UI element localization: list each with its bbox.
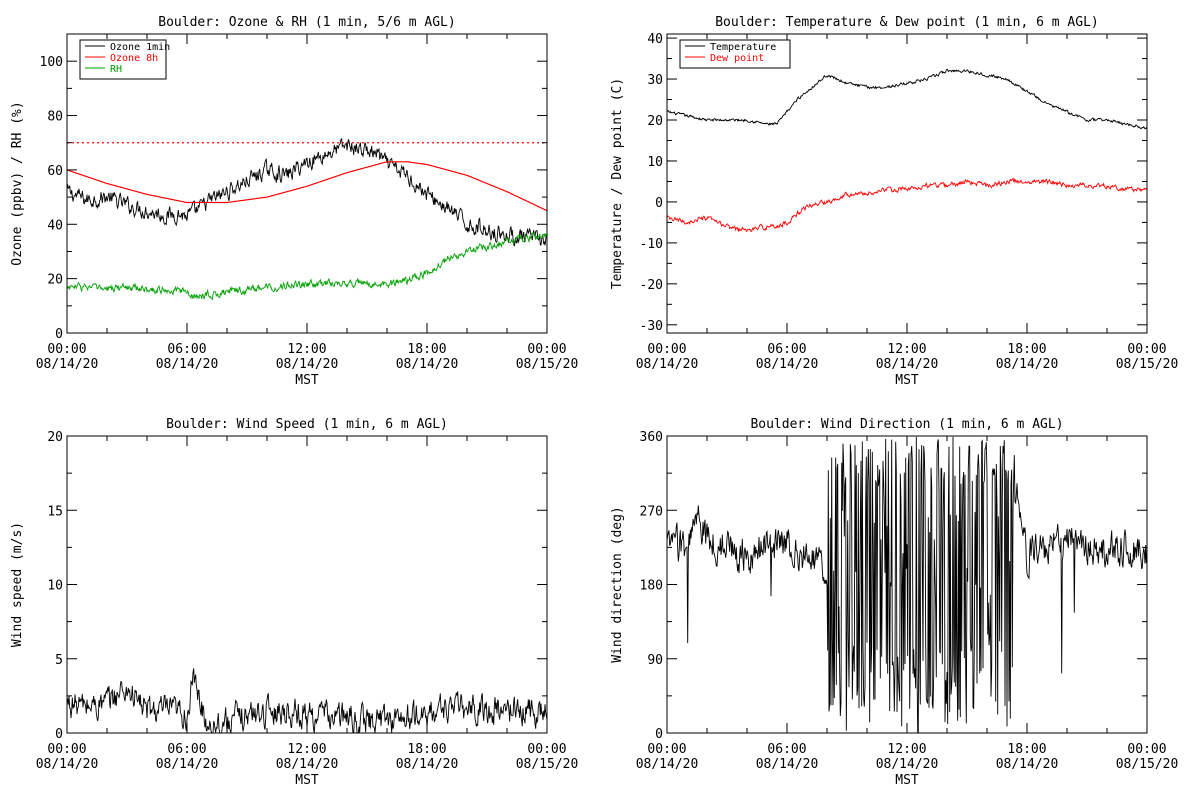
wind-direction-x-tick-time: 00:00 — [1127, 742, 1166, 757]
temperature-dewpoint-x-tick-date: 08/14/20 — [996, 357, 1059, 372]
wind-direction-x-axis-label: MST — [895, 773, 919, 788]
wind-speed-x-tick-date: 08/15/20 — [516, 757, 579, 772]
temperature-dewpoint-x-tick-time: 12:00 — [887, 342, 926, 357]
wind-direction-x-tick-time: 12:00 — [887, 742, 926, 757]
wind-direction-x-tick-time: 00:00 — [647, 742, 686, 757]
wind-speed-x-tick-date: 08/14/20 — [396, 757, 459, 772]
temperature-dewpoint-y-tick-label: 40 — [647, 32, 663, 47]
wind-speed-title: Boulder: Wind Speed (1 min, 6 m AGL) — [166, 417, 448, 432]
wind-direction-y-axis-label: Wind direction (deg) — [610, 506, 625, 663]
wind-direction-x-tick-date: 08/14/20 — [876, 757, 939, 772]
temperature-dewpoint-legend-label: Dew point — [710, 53, 764, 64]
ozone-rh-x-tick-date: 08/14/20 — [396, 357, 459, 372]
ozone-rh-y-axis-label: Ozone (ppbv) / RH (%) — [10, 101, 25, 265]
ozone-rh-ozone-1min-line — [67, 138, 547, 247]
temperature-dewpoint-y-axis-label: Temperature / Dew point (C) — [610, 78, 625, 289]
wind-direction-x-tick-time: 18:00 — [1007, 742, 1046, 757]
temperature-dewpoint-title: Boulder: Temperature & Dew point (1 min,… — [715, 15, 1099, 30]
wind-direction-series-line — [667, 436, 1147, 733]
panel-temperature-dewpoint: Boulder: Temperature & Dew point (1 min,… — [610, 15, 1178, 388]
wind-speed-x-tick-time: 00:00 — [47, 742, 86, 757]
ozone-rh-y-tick-label: 100 — [40, 55, 63, 70]
wind-direction-x-tick-date: 08/15/20 — [1116, 757, 1179, 772]
temperature-dewpoint-y-tick-label: 20 — [647, 114, 663, 129]
panel-wind-direction: Boulder: Wind Direction (1 min, 6 m AGL)… — [610, 417, 1178, 788]
wind-speed-x-tick-time: 00:00 — [527, 742, 566, 757]
wind-speed-y-axis-label: Wind speed (m/s) — [10, 522, 25, 647]
temperature-dewpoint-x-tick-time: 18:00 — [1007, 342, 1046, 357]
wind-direction-y-tick-label: 90 — [647, 653, 663, 668]
temperature-dewpoint-y-tick-label: -10 — [640, 237, 663, 252]
temperature-dewpoint-y-tick-label: 30 — [647, 73, 663, 88]
temperature-dewpoint-y-tick-label: 10 — [647, 155, 663, 170]
wind-speed-x-tick-time: 18:00 — [407, 742, 446, 757]
ozone-rh-y-tick-label: 60 — [47, 164, 63, 179]
temperature-dewpoint-x-tick-date: 08/15/20 — [1116, 357, 1179, 372]
temperature-dewpoint-x-tick-time: 00:00 — [1127, 342, 1166, 357]
wind-speed-y-tick-label: 10 — [47, 579, 63, 594]
wind-direction-x-tick-date: 08/14/20 — [636, 757, 699, 772]
wind-speed-x-axis-label: MST — [295, 773, 319, 788]
wind-speed-x-tick-date: 08/14/20 — [276, 757, 339, 772]
ozone-rh-x-tick-time: 00:00 — [47, 342, 86, 357]
ozone-rh-x-axis-label: MST — [295, 373, 319, 388]
ozone-rh-x-tick-time: 06:00 — [167, 342, 206, 357]
ozone-rh-x-tick-date: 08/14/20 — [156, 357, 219, 372]
temperature-dewpoint-legend-box — [679, 39, 791, 69]
temperature-dewpoint-x-tick-time: 06:00 — [767, 342, 806, 357]
ozone-rh-rh-line — [67, 232, 547, 301]
wind-speed-x-tick-date: 08/14/20 — [156, 757, 219, 772]
temperature-dewpoint-x-tick-date: 08/14/20 — [636, 357, 699, 372]
ozone-rh-x-tick-time: 12:00 — [287, 342, 326, 357]
temperature-dewpoint-x-axis-label: MST — [895, 373, 919, 388]
ozone-rh-legend-label: RH — [110, 64, 122, 75]
ozone-rh-x-tick-date: 08/14/20 — [36, 357, 99, 372]
ozone-rh-y-tick-label: 40 — [47, 218, 63, 233]
wind-direction-x-tick-time: 06:00 — [767, 742, 806, 757]
ozone-rh-y-tick-label: 20 — [47, 273, 63, 288]
temperature-dewpoint-x-tick-time: 00:00 — [647, 342, 686, 357]
wind-speed-x-tick-date: 08/14/20 — [36, 757, 99, 772]
temperature-dewpoint-y-tick-label: -30 — [640, 319, 663, 334]
wind-speed-y-tick-label: 0 — [55, 727, 63, 742]
ozone-rh-x-tick-time: 18:00 — [407, 342, 446, 357]
panel-wind-speed: Boulder: Wind Speed (1 min, 6 m AGL) 00:0… — [10, 417, 578, 788]
wind-direction-y-tick-label: 180 — [640, 579, 663, 594]
panel-ozone-rh: Boulder: Ozone & RH (1 min, 5/6 m AGL)00… — [10, 15, 578, 388]
temperature-dewpoint-y-tick-label: -20 — [640, 278, 663, 293]
wind-direction-y-tick-label: 270 — [640, 504, 663, 519]
wind-speed-x-tick-time: 06:00 — [167, 742, 206, 757]
ozone-rh-legend-label: Ozone 8h — [110, 53, 158, 64]
wind-speed-y-tick-label: 20 — [47, 430, 63, 445]
ozone-rh-x-tick-time: 00:00 — [527, 342, 566, 357]
wind-direction-y-tick-label: 0 — [655, 727, 663, 742]
wind-speed-x-tick-time: 12:00 — [287, 742, 326, 757]
wind-speed-y-tick-label: 5 — [55, 653, 63, 668]
temperature-dewpoint-x-tick-date: 08/14/20 — [756, 357, 819, 372]
temperature-dewpoint-legend-label: Temperature — [710, 42, 776, 53]
wind-speed-y-tick-label: 15 — [47, 504, 63, 519]
ozone-rh-title: Boulder: Ozone & RH (1 min, 5/6 m AGL) — [158, 15, 455, 30]
wind-direction-x-tick-date: 08/14/20 — [996, 757, 1059, 772]
wind-direction-y-tick-label: 360 — [640, 430, 663, 445]
ozone-rh-x-tick-date: 08/15/20 — [516, 357, 579, 372]
temperature-dewpoint-dew-point-line — [667, 177, 1147, 233]
temperature-dewpoint-temperature-line — [667, 68, 1147, 130]
ozone-rh-ozone-8h-line — [67, 161, 547, 212]
temperature-dewpoint-x-tick-date: 08/14/20 — [876, 357, 939, 372]
wind-direction-title: Boulder: Wind Direction (1 min, 6 m AGL) — [750, 417, 1063, 432]
ozone-rh-y-tick-label: 0 — [55, 327, 63, 342]
wind-direction-x-tick-date: 08/14/20 — [756, 757, 819, 772]
ozone-rh-x-tick-date: 08/14/20 — [276, 357, 339, 372]
temperature-dewpoint-y-tick-label: 0 — [655, 196, 663, 211]
ozone-rh-legend-label: Ozone 1min — [110, 42, 170, 53]
ozone-rh-y-tick-label: 80 — [47, 110, 63, 125]
